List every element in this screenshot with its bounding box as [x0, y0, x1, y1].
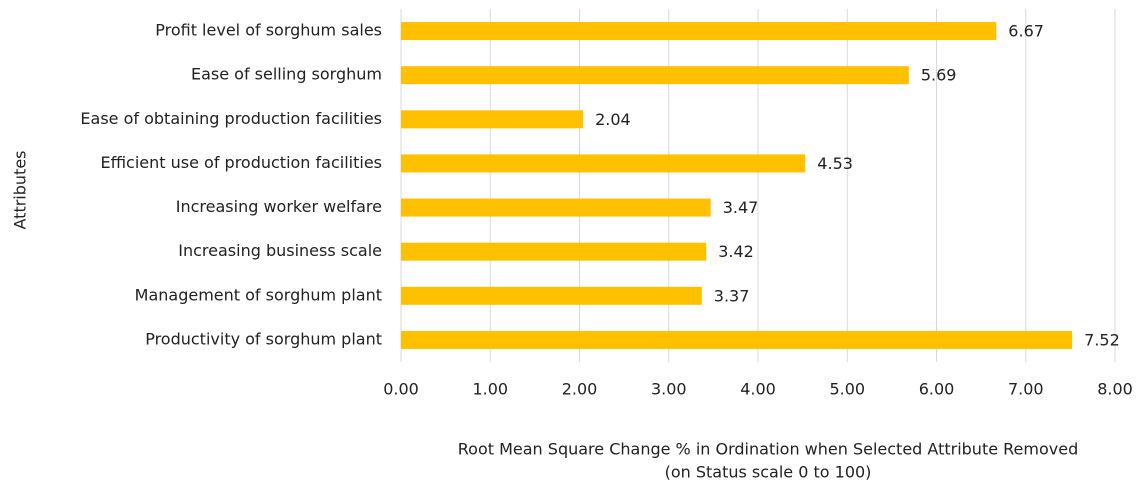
data-label: 3.47 — [723, 198, 759, 217]
y-axis-label: Attributes — [11, 151, 30, 230]
bar — [401, 110, 584, 129]
y-tick-label: Management of sorghum plant — [135, 285, 382, 304]
y-tick-label: Ease of selling sorghum — [191, 65, 382, 84]
x-tick-label: 4.00 — [740, 380, 776, 399]
x-axis-label: (on Status scale 0 to 100) — [665, 463, 872, 482]
x-tick-label: 8.00 — [1097, 380, 1133, 399]
y-tick-label: Productivity of sorghum plant — [145, 329, 382, 348]
x-tick-label: 2.00 — [562, 380, 598, 399]
y-tick-label: Efficient use of production facilities — [100, 153, 382, 172]
x-tick-label: 0.00 — [383, 380, 419, 399]
y-tick-label: Increasing worker welfare — [176, 197, 382, 216]
bar — [401, 198, 711, 217]
x-tick-label: 6.00 — [919, 380, 955, 399]
data-label: 3.42 — [718, 242, 754, 261]
bar — [401, 330, 1073, 349]
x-axis-label: Root Mean Square Change % in Ordination … — [458, 440, 1078, 459]
data-label: 2.04 — [595, 110, 631, 129]
data-label: 7.52 — [1084, 330, 1120, 349]
x-tick-label: 3.00 — [651, 380, 687, 399]
x-tick-label: 7.00 — [1008, 380, 1044, 399]
data-label: 4.53 — [817, 154, 853, 173]
x-tick-label: 1.00 — [472, 380, 508, 399]
y-tick-label: Increasing business scale — [178, 241, 382, 260]
y-tick-label: Ease of obtaining production facilities — [80, 109, 382, 128]
data-label: 3.37 — [714, 286, 750, 305]
bar — [401, 286, 702, 305]
x-tick-label: 5.00 — [829, 380, 865, 399]
bar — [401, 154, 806, 173]
bar — [401, 242, 707, 261]
data-label: 5.69 — [921, 66, 957, 85]
y-tick-label: Profit level of sorghum sales — [155, 21, 382, 40]
bar — [401, 22, 997, 41]
data-label: 6.67 — [1008, 22, 1044, 41]
bar — [401, 66, 909, 85]
